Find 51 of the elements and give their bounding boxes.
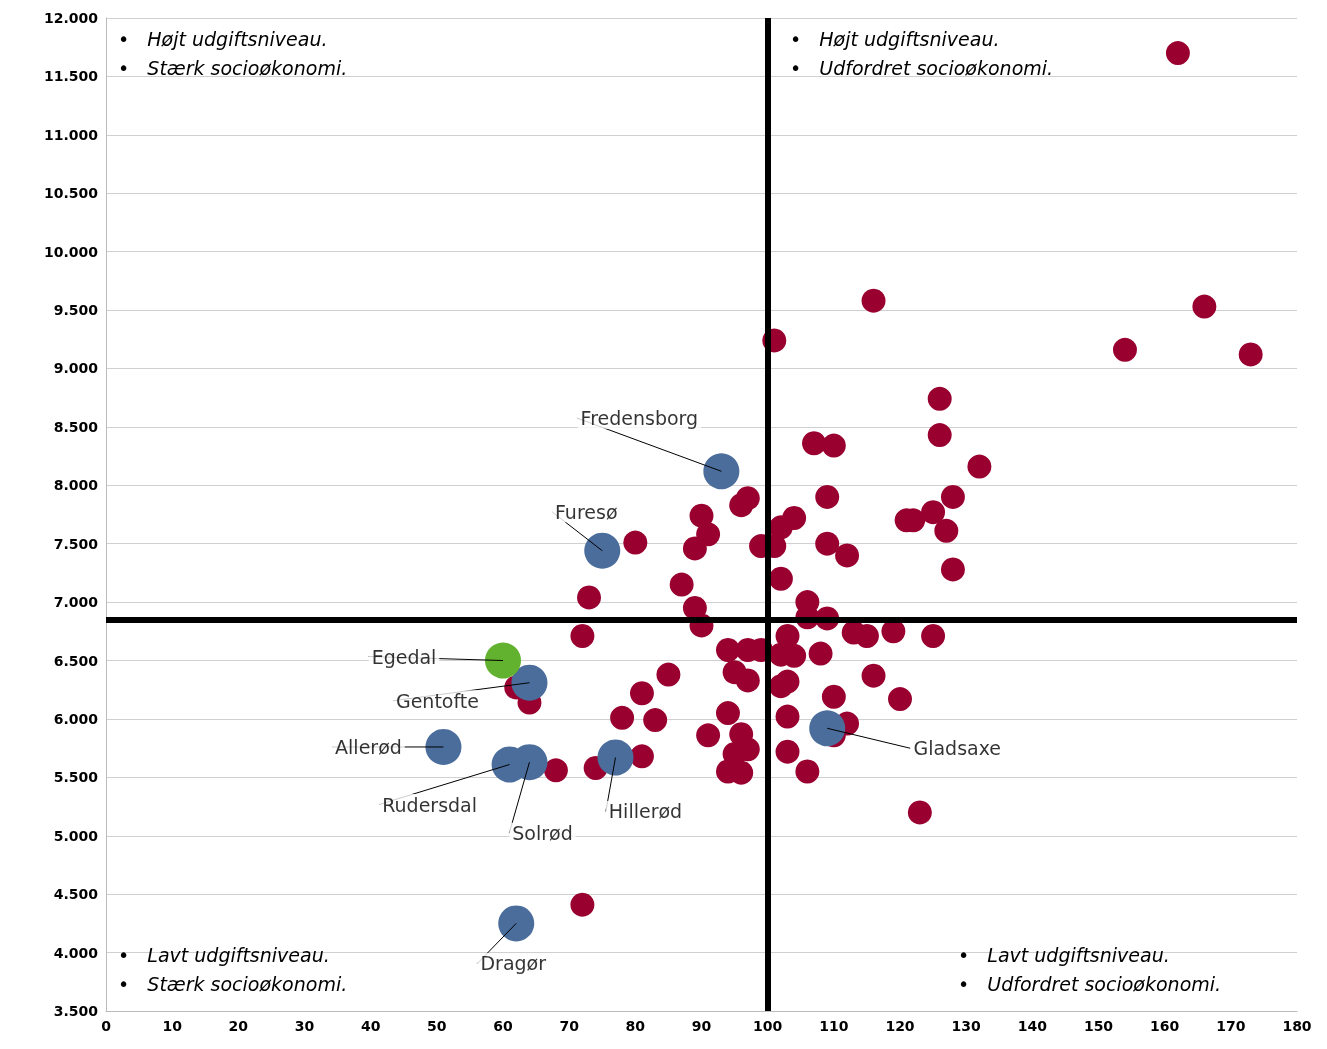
annotation: • Lavt udgiftsniveau. • Udfordret socioøkonomi. [958, 943, 1222, 995]
x-tick-label: 150 [1083, 1018, 1114, 1034]
y-tick-label: 7.500 [53, 535, 99, 552]
annotation: Dragør [480, 952, 547, 975]
x-tick-label: 90 [691, 1018, 712, 1034]
x-tick-label: 110 [819, 1018, 849, 1034]
x-tick-label: 0 [101, 1018, 112, 1034]
y-tick-label: 5.500 [53, 769, 99, 786]
y-tick-label: 12.000 [43, 10, 99, 26]
y-tick-label: 6.500 [53, 652, 99, 669]
x-tick-label: 120 [885, 1018, 915, 1034]
x-tick-label: 40 [360, 1018, 381, 1034]
x-tick-label: 180 [1282, 1018, 1312, 1034]
y-tick-label: 7.000 [53, 594, 99, 611]
x-tick-label: 100 [753, 1018, 783, 1034]
annotation: Gentofte [395, 689, 479, 712]
x-tick-label: 60 [493, 1018, 513, 1034]
annotation: Allerød [335, 735, 402, 758]
x-tick-label: 170 [1216, 1018, 1246, 1034]
y-tick-label: 11.500 [43, 68, 99, 85]
y-tick-label: 3.500 [53, 1003, 99, 1019]
y-tick-label: 4.000 [53, 944, 99, 961]
x-tick-label: 30 [294, 1018, 315, 1034]
annotation: Furesø [554, 500, 618, 523]
x-tick-label: 80 [625, 1018, 646, 1034]
y-tick-label: 9.500 [53, 302, 99, 319]
annotation: Egedal [371, 645, 437, 668]
x-tick-label: 50 [427, 1018, 447, 1034]
annotation: Hillerød [608, 800, 683, 823]
y-tick-label: 6.000 [53, 710, 99, 727]
y-tick-label: 4.500 [53, 886, 99, 903]
annotation: Gladsaxe [913, 737, 1002, 760]
x-tick-label: 70 [559, 1018, 580, 1034]
y-tick-label: 11.000 [43, 126, 99, 143]
y-tick-label: 8.500 [53, 418, 99, 435]
x-tick-label: 140 [1017, 1018, 1048, 1034]
annotation: • Lavt udgiftsniveau. • Stærk socioøkonomi. [118, 943, 348, 995]
y-tick-label: 8.000 [53, 477, 99, 494]
annotation: Rudersdal [382, 793, 478, 816]
x-tick-label: 10 [162, 1018, 183, 1034]
y-tick-label: 10.500 [43, 185, 99, 202]
y-tick-label: 10.000 [43, 243, 99, 260]
x-tick-label: 160 [1150, 1018, 1180, 1034]
annotation: Fredensborg [580, 407, 699, 430]
annotation: Solrød [512, 822, 573, 845]
x-tick-label: 130 [951, 1018, 982, 1034]
annotation: • Højt udgiftsniveau. • Stærk socioøkonomi. [118, 27, 348, 79]
y-tick-label: 5.000 [53, 827, 99, 844]
y-tick-label: 9.000 [53, 360, 99, 377]
x-tick-label: 20 [228, 1018, 249, 1034]
annotation: • Højt udgiftsniveau. • Udfordret socioøkonomi. [790, 27, 1054, 79]
